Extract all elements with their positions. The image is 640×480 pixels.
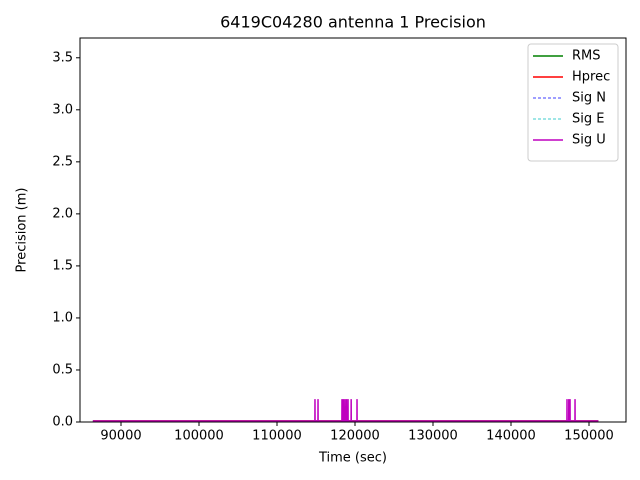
y-tick-label: 0.5	[52, 362, 73, 377]
x-tick-label: 120000	[330, 429, 380, 444]
legend-label: Sig U	[572, 133, 606, 148]
plot-frame	[79, 37, 627, 423]
legend-label: Sig E	[572, 112, 604, 127]
x-tick-label: 140000	[486, 429, 536, 444]
legend-label: Hprec	[572, 70, 610, 85]
y-tick-label: 2.0	[52, 206, 73, 221]
y-tick-label: 3.5	[52, 50, 73, 65]
y-tick-label: 1.5	[52, 258, 73, 273]
y-tick-label: 3.0	[52, 102, 73, 117]
series-line	[92, 399, 599, 422]
y-tick-label: 1.0	[52, 310, 73, 325]
y-tick-label: 0.0	[52, 415, 73, 430]
legend: RMS Hprec Sig N Sig E Sig U	[527, 43, 619, 162]
legend-box	[527, 43, 619, 162]
y-tick-label: 2.5	[52, 154, 73, 169]
x-tick-label: 90000	[100, 429, 141, 444]
x-tick-label: 110000	[252, 429, 302, 444]
x-tick-label: 100000	[174, 429, 224, 444]
x-axis-label: Time (sec)	[318, 451, 387, 466]
y-axis-label: Precision (m)	[15, 188, 30, 273]
chart-title: 6419C04280 antenna 1 Precision	[220, 13, 486, 32]
x-tick-label: 150000	[564, 429, 614, 444]
legend-label: RMS	[572, 49, 601, 64]
x-tick-label: 130000	[408, 429, 458, 444]
legend-label: Sig N	[572, 91, 606, 106]
